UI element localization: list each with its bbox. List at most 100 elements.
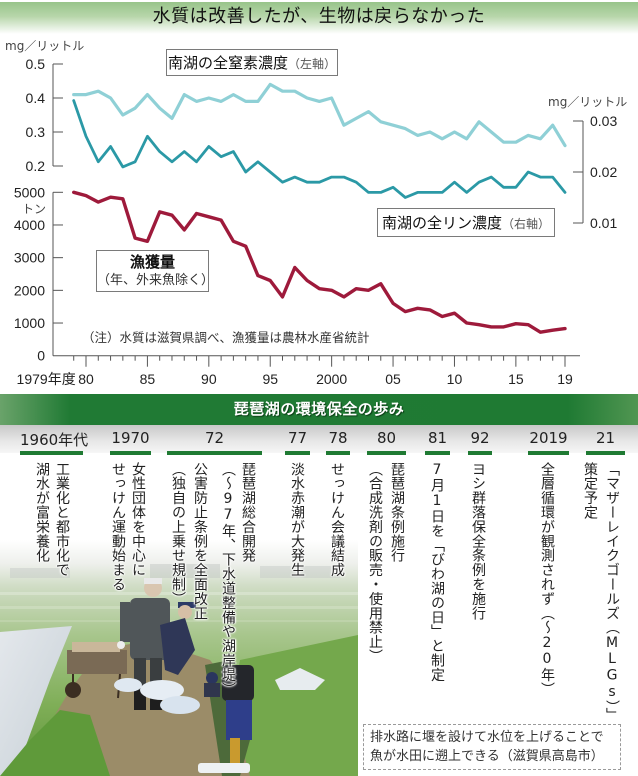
flooded-paddy-water bbox=[0, 626, 72, 776]
sandbags bbox=[114, 678, 200, 714]
timeline-year-underline bbox=[167, 451, 262, 455]
foreground-grass bbox=[0, 710, 110, 776]
fish-axis-tick-label: 2000 bbox=[14, 282, 45, 298]
event-text: 「マザーレイクゴールズ（MLGs）」 bbox=[604, 462, 620, 723]
legend-fish-label: 漁獲量 bbox=[129, 253, 175, 271]
photo-caption-line: 排水路に堰を設けて水位を上げることで bbox=[370, 730, 604, 745]
person-kneeling bbox=[204, 672, 220, 697]
fish-axis-tick-label: 0 bbox=[37, 348, 45, 364]
timeline-year-underline bbox=[468, 451, 492, 455]
phosphorus-line bbox=[72, 99, 567, 199]
timeline-year-underline bbox=[425, 451, 450, 455]
right-axis-tick-label: 0.03 bbox=[590, 113, 617, 129]
timeline-year: 2019 bbox=[529, 429, 568, 447]
white-pipe bbox=[198, 763, 250, 773]
chart-axes: 0.5 0.4 0.3 0.2 5000 4000 3000 2000 1000 0 0.03 0.0… bbox=[14, 56, 618, 387]
x-axis-tick-label: 15 bbox=[508, 371, 524, 387]
event-text: 淡水赤潮が大発生 bbox=[289, 462, 305, 578]
x-axis-tick-label: 90 bbox=[201, 371, 217, 387]
timeline-year: 1970 bbox=[111, 429, 150, 447]
legend-phosphorus-axis: （右軸） bbox=[502, 217, 551, 231]
event-text: （独自の上乗せ規制） bbox=[170, 462, 186, 606]
timeline-year-underline bbox=[528, 451, 569, 455]
event-text: 公害防止条例を全面改正 bbox=[192, 462, 208, 621]
chart-title: 水質は改善したが、生物は戻らなかった bbox=[152, 6, 486, 27]
event-text: ヨシ群落保全条例を施行 bbox=[470, 462, 486, 621]
left-axis-tick-label: 0.2 bbox=[26, 158, 46, 174]
x-axis-tick-label: 19 bbox=[557, 371, 573, 387]
distant-buildings bbox=[10, 564, 340, 578]
x-axis-tick-label: 80 bbox=[78, 371, 94, 387]
timeline-year: 72 bbox=[204, 429, 225, 447]
timeline-year: 78 bbox=[328, 429, 348, 447]
x-axis-tick-label: 05 bbox=[385, 371, 401, 387]
event-text: （合成洗剤の販売・使用禁止） bbox=[367, 462, 383, 664]
timeline-year: 81 bbox=[427, 429, 448, 447]
photo-caption-line: 魚が水田に遡上できる（滋賀県高島市） bbox=[370, 749, 604, 764]
timeline-title: 琵琶湖の環境保全の歩み bbox=[233, 400, 405, 418]
timeline-year-underline bbox=[367, 451, 406, 455]
timeline-year: 21 bbox=[595, 429, 616, 447]
legend-fish-catch: 漁獲量 （年、外来魚除く） bbox=[96, 250, 215, 292]
event-text: 湖水が富栄養化 bbox=[34, 462, 50, 563]
event-text: せっけん運動始まる bbox=[110, 462, 126, 592]
legend-phosphorus-label: 南湖の全リン濃度 bbox=[381, 214, 502, 232]
fish-axis-tick-label: 1000 bbox=[14, 315, 45, 331]
x-axis-tick-label: 1979年度 bbox=[17, 371, 76, 387]
fish-axis-unit: トン bbox=[22, 202, 47, 216]
timeline-year: 92 bbox=[470, 429, 490, 447]
x-axis-tick-label: 2000 bbox=[316, 371, 347, 387]
line-chart: 0.5 0.4 0.3 0.2 5000 4000 3000 2000 1000 0 0.03 0.0… bbox=[14, 56, 618, 387]
timeline-year: 77 bbox=[287, 429, 308, 447]
x-axis-tick-label: 10 bbox=[447, 371, 463, 387]
event-text: 女性団体を中心に bbox=[130, 462, 146, 578]
nitrogen-line bbox=[72, 82, 567, 148]
right-axis-unit: mg／リットル bbox=[548, 95, 628, 109]
event-text: （〜97年、下水道整備や湖岸堤） bbox=[220, 462, 236, 697]
person-bending bbox=[160, 602, 196, 675]
event-text: 工業化と都市化で bbox=[54, 462, 70, 578]
event-text: 7月1日を「びわ湖の日」と制定 bbox=[429, 462, 445, 682]
fish-axis-tick-label: 4000 bbox=[14, 217, 45, 233]
chart-series bbox=[71, 82, 567, 334]
timeline-year: 1960年代 bbox=[20, 431, 89, 449]
legend-nitrogen-axis: （左軸） bbox=[288, 57, 337, 71]
left-axis-tick-label: 0.3 bbox=[26, 124, 46, 140]
person-in-ditch bbox=[222, 665, 254, 764]
legend-fish-sub: （年、外来魚除く） bbox=[97, 273, 215, 288]
timeline-year: 80 bbox=[376, 429, 397, 447]
timeline-year-underline bbox=[586, 451, 625, 455]
right-axis-tick-label: 0.01 bbox=[590, 215, 617, 231]
white-tarp bbox=[275, 668, 325, 690]
legend-phosphorus: 南湖の全リン濃度（右軸） bbox=[377, 208, 555, 237]
legend-nitrogen: 南湖の全窒素濃度（左軸） bbox=[166, 49, 338, 76]
event-text: 琵琶湖条例施行 bbox=[389, 462, 405, 563]
x-axis-tick-label: 85 bbox=[140, 371, 156, 387]
right-axis-tick-label: 0.02 bbox=[590, 164, 617, 180]
legend-nitrogen-label: 南湖の全窒素濃度 bbox=[167, 54, 288, 72]
chart-title-band: 水質は改善したが、生物は戻らなかった bbox=[0, 2, 638, 34]
photo-caption: 排水路に堰を設けて水位を上げることで 魚が水田に遡上できる（滋賀県高島市） bbox=[363, 724, 621, 770]
event-text: 琵琶湖総合開発 bbox=[240, 462, 256, 563]
event-text: 全層循環が観測されず（〜20年） bbox=[539, 462, 555, 697]
event-text: せっけん会議結成 bbox=[329, 462, 345, 578]
timeline-title-band: 琵琶湖の環境保全の歩み bbox=[0, 394, 638, 425]
timeline-year-underline bbox=[20, 451, 83, 455]
left-axis-tick-label: 0.4 bbox=[26, 90, 46, 106]
wheelbarrow-cart bbox=[65, 642, 127, 699]
left-axis-unit: mg／リットル bbox=[5, 39, 85, 53]
chart-note: （注）水質は滋賀県調べ、漁獲量は農林水産省統計 bbox=[82, 330, 370, 345]
event-text: 策定予定 bbox=[582, 462, 598, 520]
timeline-year-underline bbox=[326, 451, 350, 455]
timeline-year-underline bbox=[285, 451, 310, 455]
right-grass-field bbox=[232, 635, 358, 776]
timeline-year-underline bbox=[110, 451, 151, 455]
fish-axis-tick-label: 5000 bbox=[14, 184, 45, 200]
photo-rice-paddy-ditch bbox=[0, 540, 358, 776]
x-axis-tick-label: 95 bbox=[262, 371, 278, 387]
timeline-year-band bbox=[0, 425, 638, 453]
left-axis-tick-label: 0.5 bbox=[26, 56, 46, 72]
fish-axis-tick-label: 3000 bbox=[14, 250, 45, 266]
fish-catch-line bbox=[71, 190, 567, 334]
